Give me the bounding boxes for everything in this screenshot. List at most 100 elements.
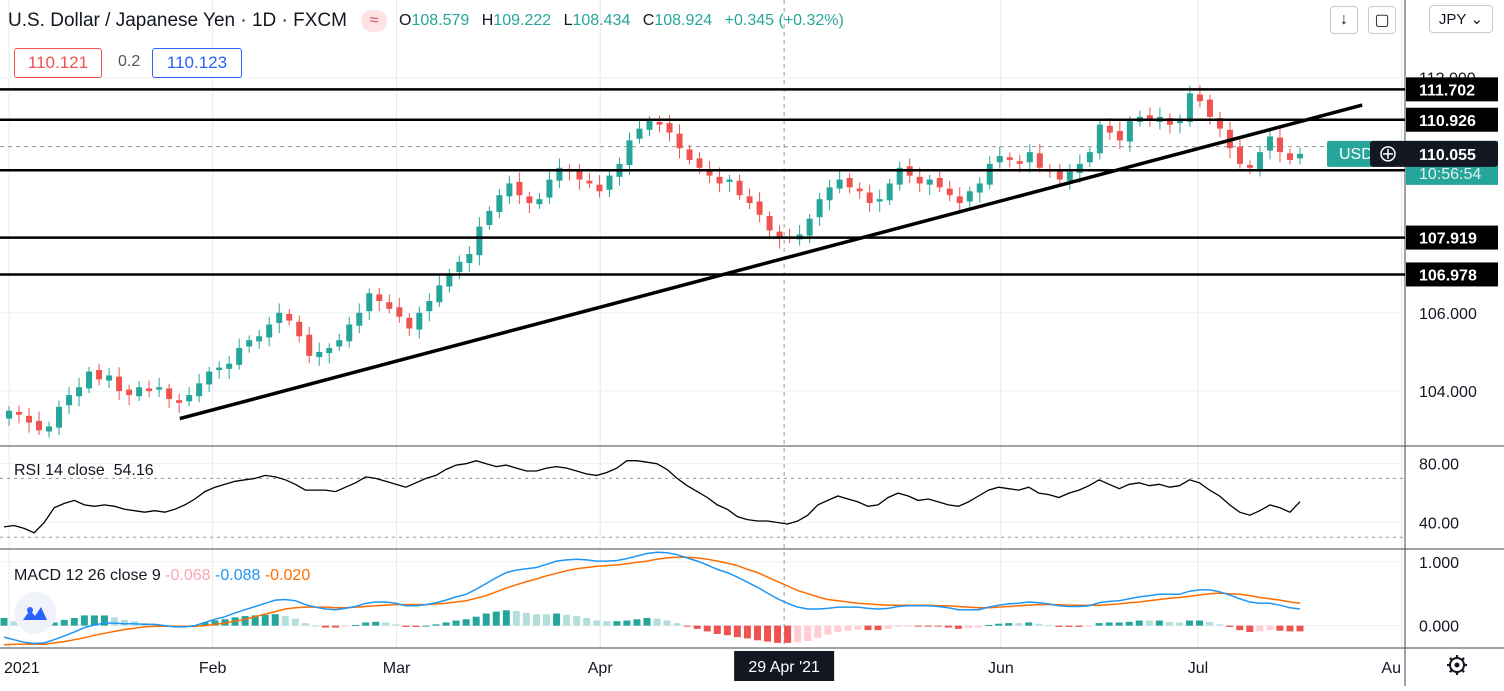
sell-button[interactable]: 110.121 [14,48,102,78]
rsi-legend: RSI 14 close 54.16 [14,462,154,479]
candle-body [976,183,983,193]
macd-histogram-bar [80,615,88,626]
tradingview-logo-icon[interactable] [14,592,56,634]
macd-histogram-bar [362,622,370,626]
candle-body [426,301,433,312]
macd-histogram-bar [774,625,782,643]
macd-histogram-bar [934,625,942,627]
macd-histogram-bar [121,619,129,626]
macd-histogram-bar [60,619,68,626]
macd-histogram-bar [784,625,792,643]
gear-icon[interactable] [1447,655,1467,675]
macd-histogram-bar [251,615,259,626]
macd-histogram-bar [532,614,540,626]
currency-selector[interactable]: JPY ⌄ [1429,5,1493,33]
macd-signal-line [3,556,1301,646]
candle-body [916,176,923,184]
candle-body [946,188,953,196]
macd-histogram-bar [834,625,842,633]
candle-body [506,183,513,197]
buy-button[interactable]: 110.123 [152,48,242,78]
macd-histogram-bar [1095,623,1103,626]
candle-body [176,400,183,403]
macd-histogram-bar [492,611,500,626]
candle-body [406,317,413,329]
macd-histogram-bar [1025,622,1033,626]
gear-icon [1454,662,1460,668]
candle-body [726,179,733,182]
candle-body [856,188,863,192]
macd-histogram-bar [482,613,490,626]
macd-histogram-bar [1185,620,1193,626]
close-value: 108.924 [654,12,713,29]
macd-histogram-bar [1105,622,1113,626]
macd-histogram-bar [1005,623,1013,626]
macd-histogram-bar [372,621,380,626]
macd-histogram-bar [502,610,510,626]
candle-body [736,180,743,196]
level-tag-label: 110.926 [1419,113,1476,130]
candle-body [926,179,933,185]
macd-histogram-bar [382,622,390,626]
trendline [179,103,1363,421]
countdown-label: 10:56:54 [1419,166,1481,183]
arrow-down-icon[interactable]: ↓ [1330,6,1358,34]
macd-histogram-bar [583,617,591,626]
candle-body [86,371,93,389]
macd-tick-label: 1.000 [1419,555,1459,572]
macd-histogram-bar [864,625,872,631]
level-tag [1406,107,1498,132]
candle-body [486,210,493,226]
candle-body [1166,118,1173,125]
macd-histogram-bar [402,625,410,627]
macd-histogram-bar [603,621,611,626]
candle-body [136,387,143,397]
fullscreen-icon[interactable]: ▢ [1368,6,1396,34]
candle-body [226,363,233,369]
candle-body [816,199,823,218]
macd-histogram-bar [1055,625,1063,627]
macd-histogram-bar [573,616,581,626]
macd-histogram-bar [824,625,832,635]
macd-histogram-bar [1266,625,1274,631]
macd-histogram-bar [422,625,430,627]
candle-body [626,140,633,166]
macd-histogram-bar [1135,620,1143,626]
macd-histogram-bar [311,625,319,627]
indicator-wave-icon[interactable]: ≈ [360,10,387,32]
macd-histogram-bar [50,622,58,626]
gear-icon [1461,669,1465,673]
candle-body [676,133,683,149]
candle-body [156,387,163,390]
ohlc-readout: O108.579 H109.222 L108.434 C108.924 +0.3… [398,12,844,29]
macd-histogram-bar [643,617,651,626]
candle-body [1266,136,1273,151]
macd-histogram-bar [764,625,772,642]
macd-histogram-bar [1155,620,1163,626]
candle-body [356,312,363,326]
candle-body [1076,163,1083,173]
macd-histogram-bar [753,625,761,641]
candle-body [1276,137,1283,153]
macd-histogram-bar [10,621,18,626]
candle-body [1256,152,1263,169]
candle-body [266,324,273,338]
candle-body [106,375,113,381]
macd-histogram-bar [703,625,711,632]
candle-body [336,340,343,347]
macd-histogram-bar [1256,625,1264,632]
macd-tick-label: 0.000 [1419,619,1459,636]
candle-body [396,307,403,317]
candle-body [26,415,33,423]
candle-body [606,175,613,190]
macd-histogram-bar [90,615,98,626]
candle-body [706,168,713,176]
candle-body [186,395,193,402]
candle-body [876,199,883,202]
candle-body [296,321,303,337]
macd-hist-value: -0.068 [165,567,211,584]
macd-histogram-bar [874,625,882,631]
price-tick-label: 104.000 [1419,384,1477,401]
candle-body [1126,120,1133,142]
